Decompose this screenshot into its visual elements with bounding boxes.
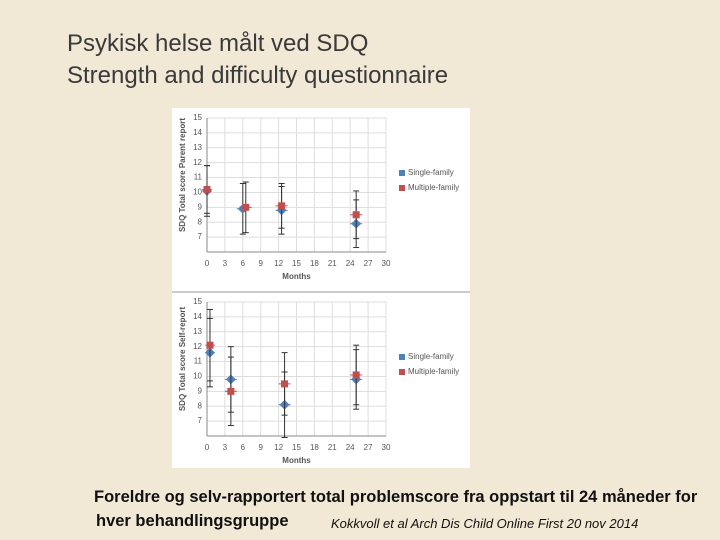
legend-label: Multiple-family [408,183,459,192]
y-tick-label: 15 [193,113,202,122]
x-tick-label: 24 [346,443,355,452]
y-tick-label: 11 [194,173,203,182]
x-tick-label: 21 [328,443,337,452]
y-tick-label: 13 [193,143,202,152]
x-tick-label: 0 [205,259,210,268]
legend-swatch [399,185,405,191]
point [227,387,235,395]
point [206,341,214,349]
point [278,202,286,210]
x-tick-label: 21 [328,259,337,268]
y-tick-label: 11 [194,357,203,366]
y-tick-label: 7 [198,232,203,241]
legend-swatch [399,354,405,360]
x-tick-label: 18 [310,443,319,452]
y-axis-label: SDQ Total score Parent report [178,118,187,232]
x-tick-label: 6 [241,259,246,268]
x-tick-label: 15 [292,259,301,268]
point [242,203,250,211]
point [281,380,289,388]
x-tick-label: 12 [274,443,283,452]
title-line: Psykisk helse målt ved SDQ [67,30,369,57]
x-tick-label: 27 [364,443,373,452]
x-tick-label: 24 [346,259,355,268]
x-tick-label: 15 [292,443,301,452]
y-tick-label: 8 [198,217,203,226]
y-tick-label: 9 [198,386,203,395]
x-axis-label: Months [282,272,311,281]
legend-label: Single-family [408,352,454,361]
y-tick-label: 10 [193,188,202,197]
y-tick-label: 13 [193,327,202,336]
x-tick-label: 18 [310,259,319,268]
point [352,211,360,219]
y-tick-label: 14 [193,312,202,321]
y-tick-label: 12 [193,158,202,167]
y-axis-label: SDQ Total score Self-report [178,307,187,412]
x-tick-label: 3 [223,443,228,452]
legend-label: Single-family [408,168,454,177]
x-tick-label: 0 [205,443,210,452]
x-tick-label: 6 [241,443,246,452]
legend-label: Multiple-family [408,367,459,376]
legend-swatch [399,170,405,176]
x-tick-label: 3 [223,259,228,268]
y-tick-label: 10 [193,372,202,381]
y-tick-label: 12 [193,342,202,351]
x-tick-label: 12 [274,259,283,268]
y-tick-label: 9 [198,202,203,211]
caption-line: hver behandlingsgruppe [96,512,289,530]
point [203,185,211,193]
x-tick-label: 27 [364,259,373,268]
x-axis-label: Months [282,456,311,465]
x-tick-label: 9 [258,259,263,268]
y-tick-label: 14 [193,128,202,137]
point [352,371,360,379]
title-line: Strength and difficulty questionnaire [67,62,449,89]
legend-swatch [399,369,405,375]
y-tick-label: 7 [198,416,203,425]
caption-line: Foreldre og selv-rapportert total proble… [94,488,698,506]
citation: Kokkvoll et al Arch Dis Child Online Fir… [331,516,639,531]
x-tick-label: 30 [382,443,391,452]
x-tick-label: 9 [258,443,263,452]
y-tick-label: 8 [198,401,203,410]
y-tick-label: 15 [193,297,202,306]
x-tick-label: 30 [382,259,391,268]
chart-background [172,108,470,468]
